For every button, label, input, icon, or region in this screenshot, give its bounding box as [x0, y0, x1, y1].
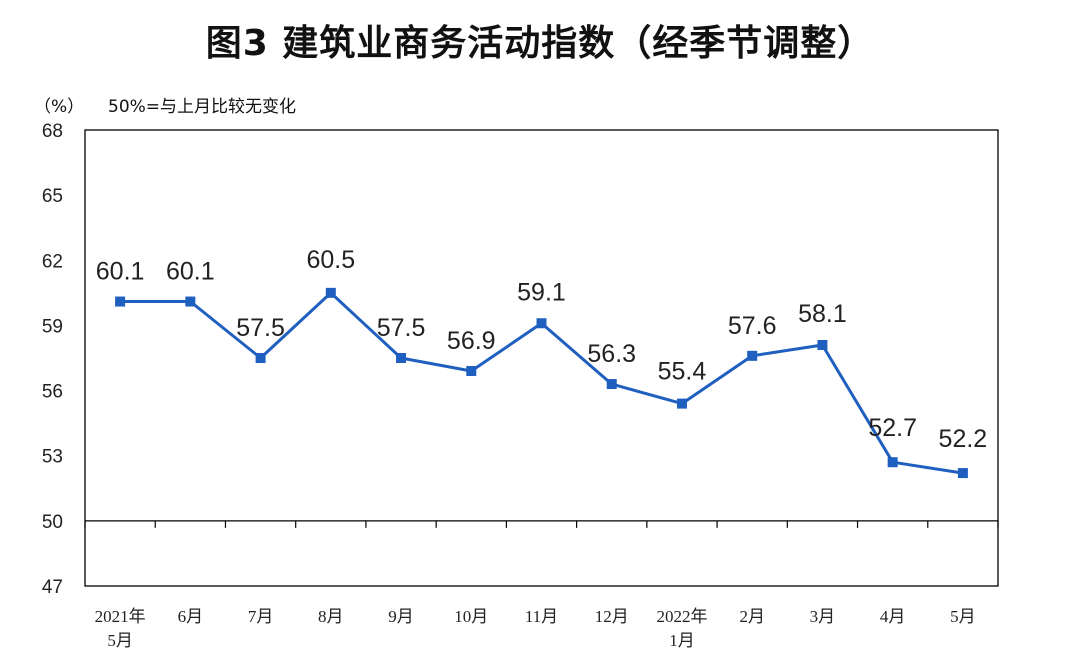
data-label: 57.6: [728, 312, 777, 340]
x-tick-label: 3月: [810, 607, 836, 626]
data-point: [887, 457, 898, 468]
y-tick-label: 53: [42, 447, 63, 468]
data-point: [957, 468, 968, 479]
x-tick-label: 11月: [525, 607, 558, 626]
data-label: 60.1: [166, 258, 215, 286]
x-tick-label: 2月: [739, 607, 765, 626]
x-tick-label: 5月: [107, 631, 133, 650]
data-point: [325, 287, 336, 298]
data-point: [185, 296, 196, 307]
y-tick-label: 56: [42, 382, 63, 403]
data-label: 52.7: [868, 414, 917, 442]
series-layer: [115, 287, 968, 479]
plot-frame: [84, 129, 999, 587]
data-point: [115, 296, 126, 307]
y-axis-ticks: 47 50 53 56 59 62 65 68: [42, 121, 63, 598]
x-tick-label: 4月: [880, 607, 906, 626]
y-tick-label: 47: [42, 577, 63, 598]
x-tick-label: 6月: [178, 607, 204, 626]
data-label: 55.4: [658, 358, 707, 386]
x-tick-label: 8月: [318, 607, 344, 626]
data-label: 57.5: [236, 314, 285, 342]
data-labels: 60.1 60.1 57.5 60.5 57.5 56.9 59.1 56.3 55.4 57.6…: [96, 246, 987, 453]
x-axis-ticks: 2021年 5月 6月 7月 8月 9月 10月 11月 12月 2022年 1月 2月 3月 4月 5月: [95, 607, 976, 650]
y-tick-label: 68: [42, 121, 63, 142]
x-tick-label: 9月: [388, 607, 414, 626]
chart-title: 图3 建筑业商务活动指数（经季节调整）: [205, 23, 875, 64]
y-unit-label: （%）: [34, 97, 85, 117]
data-point: [255, 353, 266, 363]
data-label: 56.9: [447, 327, 496, 355]
data-point: [466, 366, 477, 377]
data-label: 52.2: [939, 425, 988, 453]
data-point: [747, 350, 758, 361]
x-tick-label: 2022年: [656, 607, 707, 626]
data-label: 59.1: [517, 278, 566, 306]
data-point: [396, 353, 407, 363]
data-label: 58.1: [798, 300, 847, 328]
x-tick-label: 1月: [669, 631, 695, 650]
data-point: [606, 379, 617, 390]
y-tick-label: 62: [42, 251, 63, 272]
y-tick-label: 59: [42, 316, 63, 337]
x-tick-label: 5月: [950, 607, 976, 626]
data-label: 60.1: [96, 258, 145, 286]
data-point: [817, 339, 828, 350]
axes: [84, 129, 999, 587]
data-label: 57.5: [377, 314, 426, 342]
x-tick-label: 2021年: [95, 607, 146, 626]
y-tick-label: 50: [42, 512, 63, 533]
baseline-note: 50%=与上月比较无变化: [108, 97, 297, 117]
x-tick-label: 7月: [248, 607, 274, 626]
x-tick-label: 10月: [454, 607, 488, 626]
x-tick-label: 12月: [595, 607, 629, 626]
data-point: [676, 398, 687, 409]
data-label: 56.3: [587, 340, 636, 368]
data-label: 60.5: [306, 246, 355, 274]
data-point: [536, 318, 547, 329]
y-tick-label: 65: [42, 186, 63, 207]
